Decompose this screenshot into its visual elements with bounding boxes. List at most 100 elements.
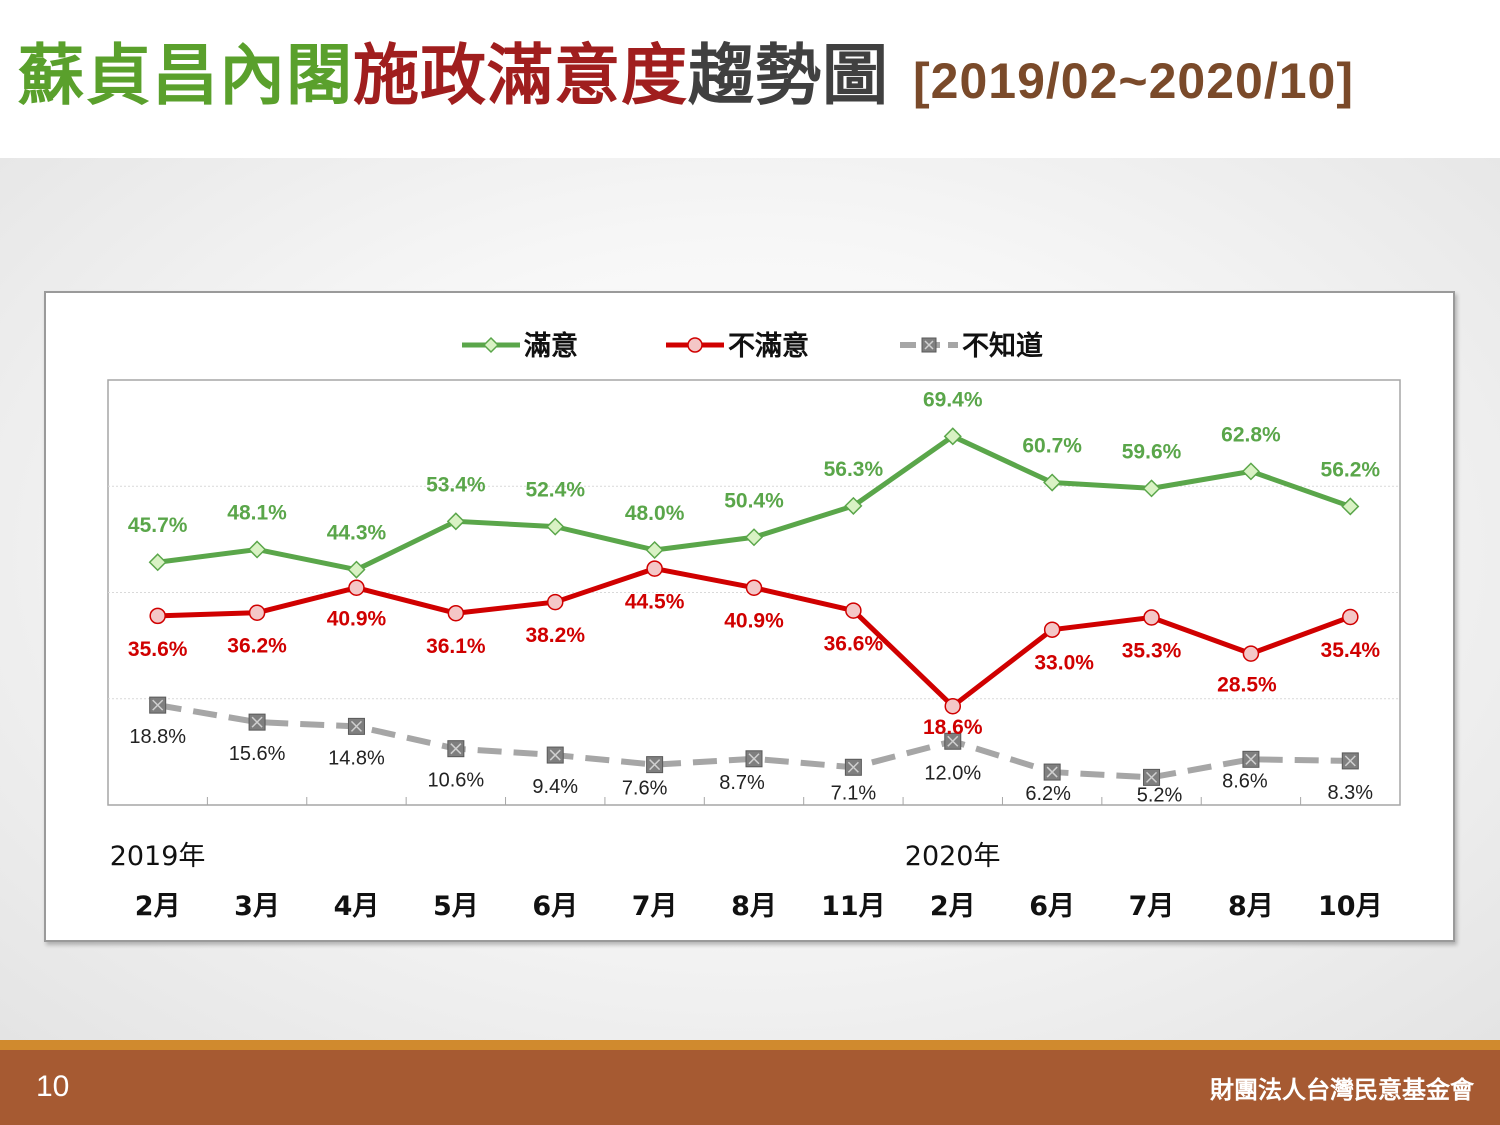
data-label-unknown: 10.6% bbox=[427, 770, 484, 792]
data-label-dissatisfied: 35.6% bbox=[128, 638, 188, 661]
data-label-unknown: 12.0% bbox=[924, 762, 981, 784]
title-part-cabinet: 蘇貞昌內閣 bbox=[18, 37, 353, 114]
data-label-unknown: 9.4% bbox=[532, 776, 578, 798]
data-label-satisfied: 45.7% bbox=[128, 514, 188, 537]
legend-marker-unknown-x bbox=[924, 340, 934, 350]
data-label-dissatisfied: 18.6% bbox=[923, 716, 983, 739]
data-label-satisfied: 62.8% bbox=[1221, 423, 1281, 446]
data-label-unknown: 14.8% bbox=[328, 747, 385, 769]
data-label-satisfied: 60.7% bbox=[1022, 435, 1082, 458]
data-point-dissatisfied bbox=[248, 604, 266, 621]
data-point-satisfied bbox=[1043, 473, 1062, 492]
data-label-dissatisfied: 36.2% bbox=[227, 635, 287, 658]
line-chart: 2月 3月 4月 5月 6月 7月 8月 11月 2月 6月 7月 8月 10月 2019年 2020年 18… bbox=[107, 330, 1401, 922]
data-point-satisfied bbox=[347, 560, 366, 579]
data-point-unknown-x bbox=[748, 753, 760, 765]
x-category-label: 3月 bbox=[234, 891, 280, 922]
title-part-satisfaction: 施政滿意度 bbox=[353, 37, 688, 114]
data-label-unknown: 6.2% bbox=[1025, 783, 1071, 805]
data-label-dissatisfied: 40.9% bbox=[724, 610, 784, 633]
data-label-unknown: 7.6% bbox=[622, 778, 668, 800]
x-year-label: 2019年 bbox=[110, 841, 206, 872]
data-point-dissatisfied bbox=[149, 607, 166, 625]
data-label-satisfied: 44.3% bbox=[327, 522, 387, 545]
data-point-unknown-x bbox=[847, 761, 859, 773]
page-number: 10 bbox=[36, 1070, 70, 1103]
data-label-satisfied: 52.4% bbox=[525, 479, 585, 502]
data-label-unknown: 18.8% bbox=[129, 726, 186, 748]
title-bar: 蘇貞昌內閣施政滿意度趨勢圖 [2019/02~2020/10] bbox=[0, 0, 1500, 158]
data-point-dissatisfied bbox=[1342, 608, 1359, 626]
data-point-satisfied bbox=[943, 427, 962, 446]
x-category-label: 6月 bbox=[1029, 891, 1075, 922]
data-point-unknown-x bbox=[1245, 753, 1257, 765]
page-title: 蘇貞昌內閣施政滿意度趨勢圖 [2019/02~2020/10] bbox=[18, 37, 1354, 114]
x-category-label: 11月 bbox=[821, 891, 886, 922]
data-label-satisfied: 53.4% bbox=[426, 473, 486, 496]
title-part-trend: 趨勢圖 bbox=[688, 37, 889, 114]
data-point-satisfied bbox=[744, 528, 764, 547]
x-category-label: 10月 bbox=[1318, 891, 1383, 922]
data-label-satisfied: 50.4% bbox=[724, 489, 784, 512]
x-category-label: 8月 bbox=[731, 891, 777, 922]
data-point-unknown-x bbox=[251, 716, 263, 728]
legend-label: 不滿意 bbox=[728, 330, 809, 362]
data-point-dissatisfied bbox=[845, 602, 862, 619]
data-label-dissatisfied: 38.2% bbox=[525, 624, 585, 647]
footer-accent-stripe bbox=[0, 1040, 1500, 1050]
data-label-satisfied: 56.3% bbox=[824, 458, 884, 481]
data-point-unknown-x bbox=[450, 743, 462, 755]
chart-frame: 2月 3月 4月 5月 6月 7月 8月 11月 2月 6月 7月 8月 10月 2019年 2020年 18… bbox=[44, 291, 1455, 942]
data-label-dissatisfied: 36.6% bbox=[824, 633, 884, 656]
data-label-unknown: 8.6% bbox=[1222, 770, 1268, 792]
data-point-dissatisfied bbox=[1242, 645, 1260, 662]
x-category-label: 2月 bbox=[135, 891, 181, 922]
data-point-satisfied bbox=[1341, 497, 1360, 516]
x-category-label: 4月 bbox=[334, 891, 380, 922]
data-point-unknown-x bbox=[549, 749, 561, 761]
data-point-dissatisfied bbox=[1143, 609, 1160, 626]
data-point-dissatisfied bbox=[348, 579, 365, 596]
data-point-satisfied bbox=[1241, 462, 1260, 481]
data-label-unknown: 5.2% bbox=[1137, 784, 1183, 806]
data-point-satisfied bbox=[148, 553, 167, 572]
data-point-unknown-x bbox=[152, 699, 164, 711]
data-point-satisfied bbox=[446, 512, 465, 531]
data-point-dissatisfied bbox=[546, 593, 564, 611]
legend-label: 滿意 bbox=[524, 330, 578, 362]
data-label-dissatisfied: 35.4% bbox=[1321, 639, 1381, 662]
data-point-unknown-x bbox=[1146, 771, 1158, 783]
data-label-dissatisfied: 35.3% bbox=[1122, 639, 1182, 662]
data-label-unknown: 8.3% bbox=[1328, 782, 1374, 804]
data-label-dissatisfied: 44.5% bbox=[625, 591, 685, 614]
data-label-satisfied: 69.4% bbox=[923, 388, 983, 411]
x-category-label: 7月 bbox=[1129, 891, 1175, 922]
data-label-unknown: 8.7% bbox=[719, 772, 765, 794]
data-label-dissatisfied: 36.1% bbox=[426, 635, 486, 658]
data-point-dissatisfied bbox=[646, 560, 663, 577]
data-point-unknown-x bbox=[649, 759, 661, 771]
data-label-satisfied: 56.2% bbox=[1321, 458, 1381, 481]
data-label-satisfied: 59.6% bbox=[1122, 440, 1182, 463]
legend-label: 不知道 bbox=[962, 330, 1043, 362]
data-point-dissatisfied bbox=[745, 579, 763, 596]
data-label-satisfied: 48.0% bbox=[625, 502, 685, 525]
x-category-label: 5月 bbox=[433, 891, 479, 922]
data-label-satisfied: 48.1% bbox=[227, 501, 287, 524]
data-point-satisfied bbox=[248, 540, 267, 559]
title-date-range: [2019/02~2020/10] bbox=[913, 53, 1354, 109]
data-point-satisfied bbox=[844, 496, 863, 515]
x-category-label: 8月 bbox=[1228, 891, 1274, 922]
data-label-unknown: 15.6% bbox=[229, 743, 286, 765]
data-point-dissatisfied bbox=[1043, 621, 1061, 638]
x-category-label: 6月 bbox=[532, 891, 578, 922]
data-label-dissatisfied: 28.5% bbox=[1217, 674, 1277, 697]
x-category-label: 7月 bbox=[632, 891, 678, 922]
data-point-satisfied bbox=[645, 540, 664, 560]
legend-marker-satisfied bbox=[482, 336, 500, 354]
data-point-unknown-x bbox=[1046, 766, 1058, 778]
data-point-unknown-x bbox=[947, 735, 959, 747]
legend-marker-dissatisfied bbox=[687, 337, 703, 353]
data-point-dissatisfied bbox=[944, 697, 962, 715]
data-label-dissatisfied: 40.9% bbox=[327, 608, 387, 631]
